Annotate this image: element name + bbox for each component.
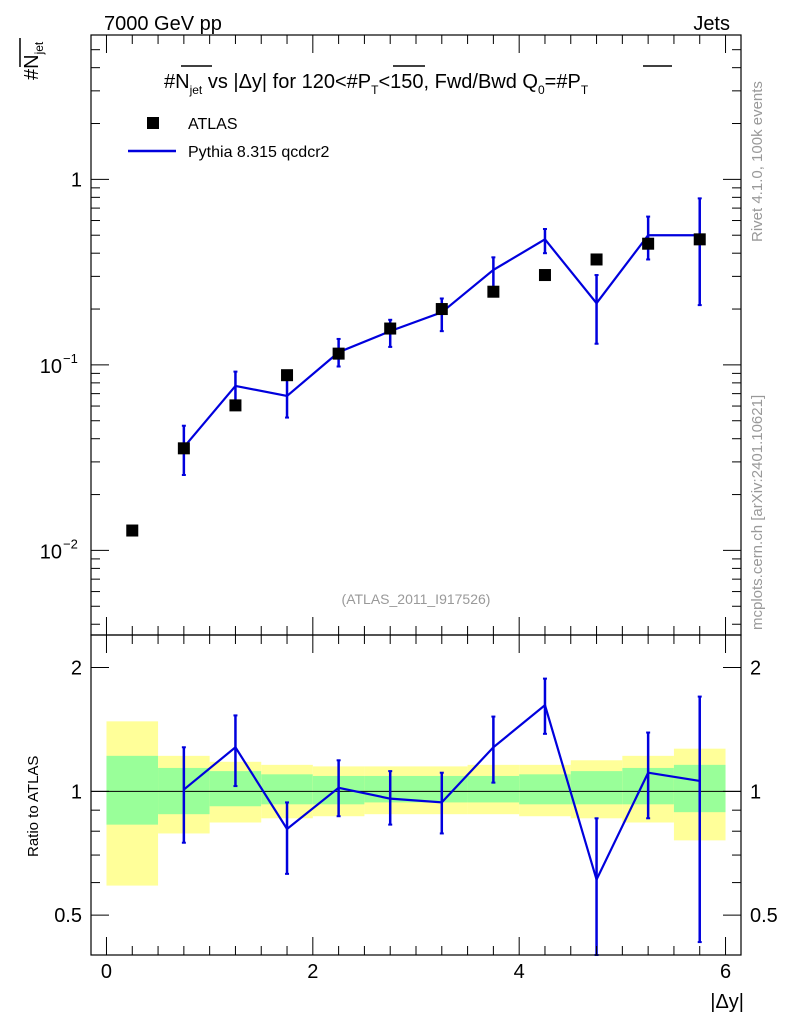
ratio-y-tick-label-right: 0.5	[750, 905, 778, 927]
main-y-tick-label: 10	[40, 356, 62, 378]
x-axis-label: |Δy|	[710, 991, 744, 1013]
main-ylabel: #Njet	[19, 38, 46, 80]
x-tick-label: 0	[101, 961, 112, 983]
data-point	[177, 442, 190, 455]
data-point	[642, 237, 655, 250]
legend-marker-atlas	[147, 117, 159, 129]
category-label: Jets	[693, 13, 730, 35]
ratio-y-tick-label-left: 1	[71, 781, 82, 803]
legend-label-pythia: Pythia 8.315 qcdcr2	[188, 144, 330, 161]
band-inner	[106, 755, 159, 825]
x-tick-label: 2	[307, 961, 318, 983]
data-point	[590, 253, 603, 266]
legend: ATLAS Pythia 8.315 qcdcr2	[128, 116, 330, 161]
data-point	[384, 322, 397, 335]
rivet-label: Rivet 4.1.0, 100k events	[749, 81, 766, 242]
ratio-y-tick-label-right: 2	[750, 658, 761, 680]
main-y-tick-exponent: −2	[63, 536, 78, 551]
analysis-watermark: (ATLAS_2011_I917526)	[342, 591, 491, 607]
ratio-ylabel: Ratio to ATLAS	[25, 756, 42, 857]
x-tick-label: 4	[514, 961, 525, 983]
data-point	[487, 285, 500, 298]
data-point	[435, 303, 448, 316]
chart-title: #Njet vs |Δy| for 120<#PT<150, Fwd/Bwd Q…	[164, 71, 589, 97]
data-point	[332, 347, 345, 360]
data-point	[538, 269, 551, 282]
band-inner	[570, 771, 623, 805]
ratio-y-tick-label-right: 1	[750, 781, 761, 803]
data-point	[281, 369, 294, 382]
x-tick-label: 6	[720, 961, 731, 983]
mc-line	[183, 234, 700, 448]
ratio-y-tick-label-left: 2	[71, 658, 82, 680]
svg-text:#Njet: #Njet	[21, 41, 46, 80]
band-inner	[261, 774, 313, 805]
data-point	[229, 399, 242, 412]
band-inner	[519, 774, 571, 805]
legend-label-atlas: ATLAS	[188, 116, 238, 133]
data-point	[126, 524, 139, 537]
main-y-tick-exponent: −1	[63, 351, 78, 366]
main-y-tick-label: 10	[40, 541, 62, 563]
mcplots-label: mcplots.cern.ch [arXiv:2401.10621]	[749, 395, 766, 630]
energy-label: 7000 GeV pp	[104, 13, 222, 35]
ratio-y-tick-label-left: 0.5	[54, 905, 82, 927]
main-y-tick-label: 1	[71, 169, 82, 191]
data-point	[693, 233, 706, 246]
